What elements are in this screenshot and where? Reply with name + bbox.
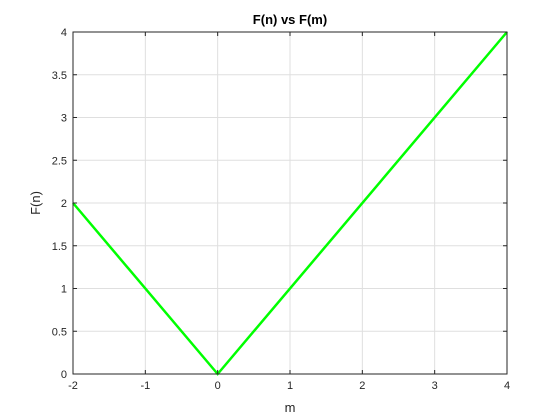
- y-tick-label: 3: [61, 113, 67, 125]
- y-tick-label: 2.5: [52, 155, 67, 167]
- y-tick-label: 0: [61, 369, 67, 381]
- y-tick-label: 1.5: [52, 241, 67, 253]
- x-tick-label: 2: [359, 380, 365, 392]
- x-axis-label: m: [285, 400, 296, 415]
- ticks: [72, 31, 508, 375]
- x-tick-label: 1: [287, 380, 293, 392]
- x-tick-label: 0: [215, 380, 221, 392]
- chart-title: F(n) vs F(m): [253, 12, 327, 27]
- y-tick-label: 4: [61, 27, 67, 39]
- y-tick-label: 1: [61, 284, 67, 296]
- y-axis-label: F(n): [28, 191, 43, 215]
- x-tick-label: -1: [140, 380, 150, 392]
- y-tick-label: 2: [61, 198, 67, 210]
- tick-labels: -2 -1 0 1 2 3 4 0 0.5 1 1.5 2 2.5 3 3.5 4: [52, 27, 510, 392]
- x-tick-label: -2: [68, 380, 78, 392]
- y-tick-label: 0.5: [52, 326, 67, 338]
- y-tick-label: 3.5: [52, 70, 67, 82]
- x-tick-label: 4: [504, 380, 510, 392]
- x-tick-label: 3: [432, 380, 438, 392]
